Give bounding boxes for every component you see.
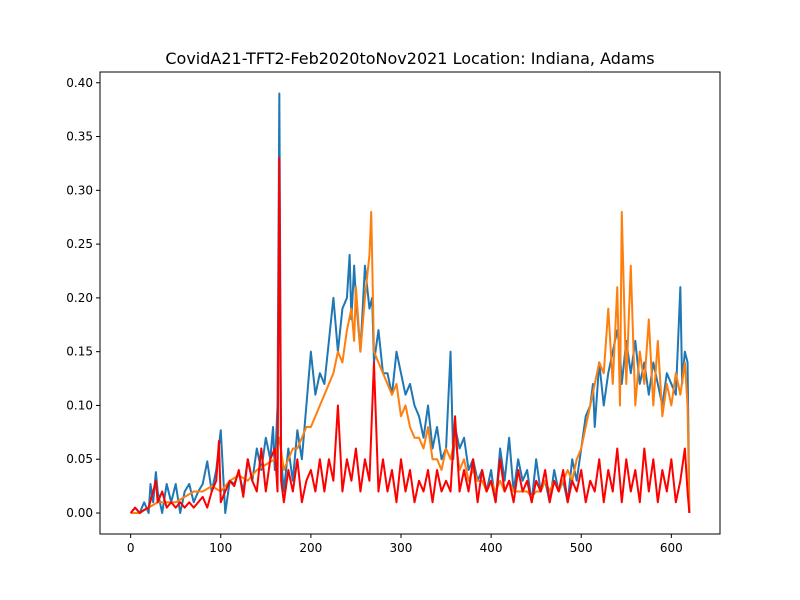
x-tick-label: 100 — [209, 541, 232, 555]
series-line-2 — [130, 210, 691, 515]
series-layer — [129, 92, 691, 515]
plot-frame — [99, 71, 721, 535]
series-line-3 — [129, 157, 691, 515]
y-tick-label: 0.15 — [66, 345, 93, 359]
x-axis: 0 100 200 300 400 500 600 — [127, 534, 683, 555]
y-tick-label: 0.40 — [66, 76, 93, 90]
x-tick-label: 400 — [480, 541, 503, 555]
y-tick-label: 0.30 — [66, 183, 93, 197]
y-tick-label: 0.00 — [66, 506, 93, 520]
x-tick-label: 500 — [570, 541, 593, 555]
chart-title: CovidA21-TFT2-Feb2020toNov2021 Location:… — [165, 49, 654, 68]
series-line-1 — [129, 92, 691, 515]
y-tick-label: 0.10 — [66, 398, 93, 412]
x-tick-label: 300 — [390, 541, 413, 555]
y-tick-label: 0.20 — [66, 291, 93, 305]
y-axis: 0.00 0.05 0.10 0.15 0.20 0.25 0.30 0.35 0.40 — [66, 76, 100, 520]
y-tick-label: 0.05 — [66, 452, 93, 466]
y-tick-label: 0.25 — [66, 237, 93, 251]
x-tick-label: 200 — [299, 541, 322, 555]
x-tick-label: 0 — [127, 541, 135, 555]
x-tick-label: 600 — [660, 541, 683, 555]
y-tick-label: 0.35 — [66, 130, 93, 144]
